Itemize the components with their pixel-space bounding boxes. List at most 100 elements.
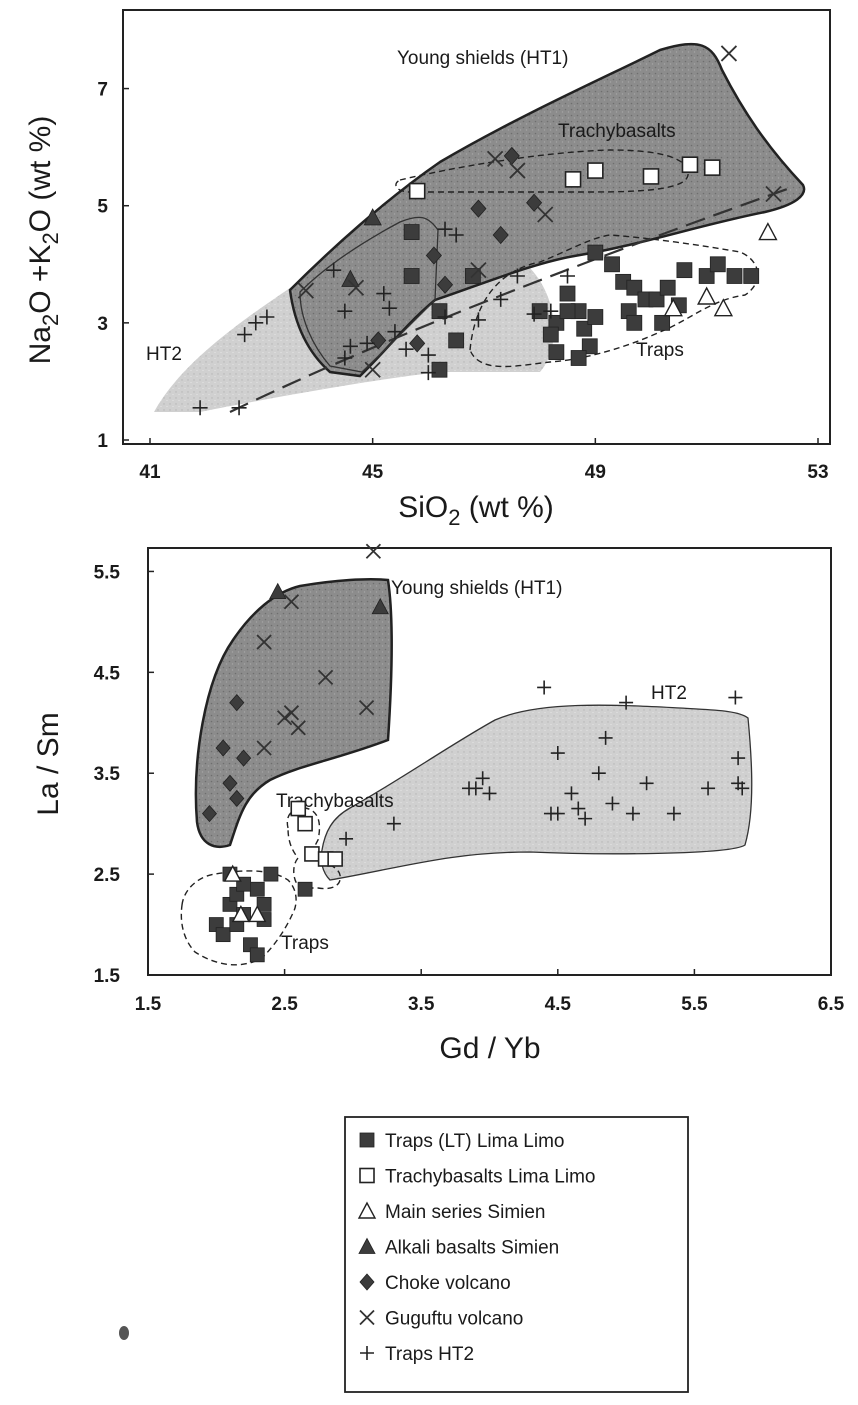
point-traps-ht2: [339, 831, 354, 846]
point-main-series-simien: [713, 298, 734, 317]
point-traps-lt-lima-limo: [659, 279, 676, 296]
point-trachybasalts-lima-limo: [681, 156, 699, 174]
point-traps-ht2: [470, 312, 486, 328]
point-traps-ht2: [342, 338, 358, 354]
point-traps-ht2: [543, 303, 559, 319]
point-traps-lt-lima-limo: [743, 268, 760, 284]
point-choke-volcano: [201, 804, 218, 823]
tas-panel: Young shields (HT1) Trachybasalts HT2 Tr…: [24, 9, 831, 530]
legend-item-label: Main series Simien: [385, 1202, 546, 1223]
ratio-region-ht1: [194, 578, 394, 848]
point-traps-ht2: [420, 365, 436, 381]
point-traps-ht2: [475, 771, 490, 786]
point-traps-lt-lima-limo: [431, 361, 448, 378]
point-traps-ht2: [337, 350, 353, 366]
ratio-xlabel: Gd / Yb: [439, 1032, 540, 1065]
point-choke-volcano: [229, 789, 245, 808]
x-tick-label: 45: [362, 462, 384, 483]
y-tick-label: 5.5: [94, 562, 121, 583]
point-traps-lt-lima-limo: [726, 268, 743, 284]
point-traps-lt-lima-limo: [576, 320, 593, 337]
point-guguftu-volcano: [537, 206, 554, 223]
ratio-label-young-shields: Young shields (HT1): [391, 578, 562, 599]
point-traps-ht2: [605, 796, 620, 811]
tas-region-traps: [469, 234, 759, 368]
point-choke-volcano: [222, 774, 238, 792]
point-traps-ht2: [381, 300, 397, 316]
tas-region-ht1-inner: [299, 216, 439, 373]
point-traps-lt-lima-limo: [626, 279, 643, 296]
point-traps-ht2: [666, 806, 681, 821]
legend: Traps (LT) Lima Limo Trachybasalts Lima L…: [344, 1116, 689, 1393]
x-tick-label: 3.5: [408, 994, 435, 1015]
tas-label-trachybasalts: Trachybasalts: [558, 121, 676, 142]
point-traps-lt-lima-limo: [249, 881, 265, 897]
legend-item-label: Trachybasalts Lima Limo: [385, 1167, 595, 1188]
point-traps-lt-lima-limo: [448, 332, 465, 349]
point-traps-ht2: [591, 766, 606, 781]
point-traps-ht2: [259, 309, 275, 325]
point-traps-lt-lima-limo: [431, 303, 448, 320]
point-guguftu-volcano: [486, 150, 504, 167]
point-traps-lt-lima-limo: [297, 881, 313, 897]
point-guguftu-volcano: [365, 543, 382, 559]
tas-markers: [192, 45, 782, 416]
point-traps-ht2: [437, 309, 453, 325]
point-choke-volcano: [492, 225, 509, 245]
point-guguftu-volcano: [297, 282, 315, 299]
y-tick-label: 5: [97, 197, 108, 218]
point-trachybasalts-lima-limo: [642, 168, 660, 185]
ratio-label-traps: Traps: [281, 933, 329, 954]
point-trachybasalts-lima-limo: [304, 846, 320, 862]
point-traps-ht2: [564, 786, 579, 801]
point-traps-ht2: [231, 400, 247, 416]
legend-marker-filled-diamond-icon: [359, 1273, 375, 1291]
legend-marker-open-square-icon: [359, 1167, 375, 1184]
x-tick-label: 6.5: [818, 994, 845, 1015]
tas-label-young-shields: Young shields (HT1): [397, 48, 568, 69]
point-guguftu-volcano: [470, 262, 487, 279]
point-traps-lt-lima-limo: [559, 285, 576, 302]
point-traps-ht2: [560, 268, 575, 284]
point-guguftu-volcano: [317, 669, 334, 686]
point-traps-lt-lima-limo: [570, 350, 587, 366]
point-traps-ht2: [619, 695, 634, 710]
point-traps-ht2: [526, 306, 542, 322]
point-choke-volcano: [425, 246, 442, 265]
x-tick-label: 5.5: [681, 994, 708, 1015]
point-traps-ht2: [420, 347, 436, 363]
point-traps-ht2: [337, 303, 353, 319]
legend-items: Traps (LT) Lima Limo Trachybasalts Lima L…: [357, 1131, 595, 1365]
point-trachybasalts-lima-limo: [327, 851, 343, 867]
point-main-series-simien: [697, 286, 717, 305]
point-traps-lt-lima-limo: [559, 303, 576, 320]
point-guguftu-volcano: [283, 705, 300, 721]
legend-box: [344, 1116, 689, 1393]
legend-item-label: Choke volcano: [385, 1273, 511, 1294]
point-traps-ht2: [192, 400, 208, 416]
tas-trend-line: [229, 186, 791, 413]
legend-marker-filled-triangle-icon: [358, 1237, 376, 1254]
point-traps-ht2: [248, 315, 264, 331]
tas-axes: 41 45 49 53 1 3 5 7: [97, 80, 828, 483]
point-traps-ht2: [550, 806, 565, 821]
point-traps-lt-lima-limo: [676, 262, 693, 279]
point-trachybasalts-lima-limo: [297, 815, 313, 832]
point-traps-lt-lima-limo: [587, 309, 604, 325]
legend-marker-plus-icon: [360, 1346, 374, 1360]
point-traps-ht2: [237, 327, 253, 343]
point-trachybasalts-lima-limo: [290, 800, 307, 817]
ratio-region-ht2: [320, 704, 753, 881]
point-trachybasalts-lima-limo: [703, 159, 721, 176]
tas-label-ht2: HT2: [146, 344, 182, 365]
point-guguftu-volcano: [256, 634, 272, 650]
point-alkali-basalts-simien: [363, 208, 382, 226]
point-traps-ht2: [731, 751, 746, 766]
legend-marker-open-triangle-icon: [357, 1201, 377, 1219]
point-traps-ht2: [639, 776, 654, 791]
point-guguftu-volcano: [765, 185, 782, 203]
point-traps-lt-lima-limo: [403, 268, 420, 284]
point-alkali-basalts-simien: [269, 582, 287, 600]
point-traps-lt-lima-limo: [263, 866, 279, 882]
point-guguftu-volcano: [290, 720, 306, 736]
